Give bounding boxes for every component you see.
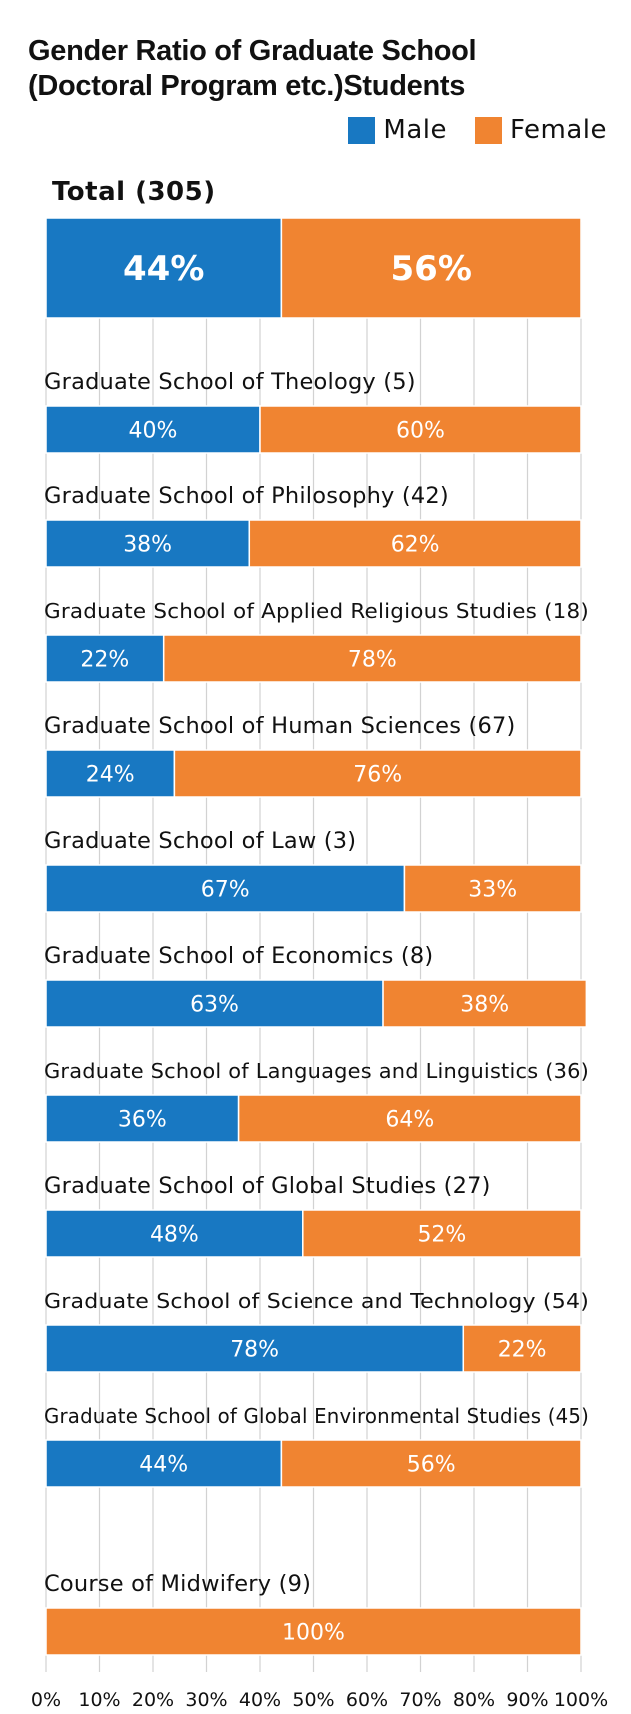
male-bar-segment [45, 634, 165, 683]
female-bar-segment [280, 217, 582, 319]
category-label: Graduate School of Philosophy (42) [44, 483, 449, 509]
data-label: 38% [460, 993, 509, 1018]
category-label: Graduate School of Global Environmental … [44, 1404, 589, 1428]
x-tick-label: 90% [506, 1689, 548, 1711]
data-label: 56% [391, 249, 472, 289]
data-label: 36% [118, 1108, 167, 1133]
female-bar-segment [259, 405, 582, 454]
data-label: 63% [190, 993, 239, 1018]
data-label: 33% [468, 878, 517, 903]
x-tick-label: 60% [346, 1689, 388, 1711]
male-bar-segment [45, 864, 406, 913]
x-tick-label: 70% [399, 1689, 441, 1711]
male-bar-segment [45, 1094, 240, 1143]
data-label: 60% [396, 419, 445, 444]
female-bar-segment [162, 634, 582, 683]
female-bar-segment [382, 979, 588, 1028]
male-bar-segment [45, 519, 251, 568]
data-label: 67% [201, 878, 250, 903]
data-label: 62% [391, 533, 440, 558]
data-label: 38% [123, 533, 172, 558]
chart-title: Gender Ratio of Graduate School (Doctora… [28, 34, 548, 104]
legend-label-male: Male [383, 115, 447, 145]
x-tick-label: 10% [78, 1689, 120, 1711]
data-label: 100% [282, 1621, 345, 1646]
data-label: 22% [80, 648, 129, 673]
female-bar-segment [248, 519, 582, 568]
x-tick-label: 30% [185, 1689, 227, 1711]
category-label: Graduate School of Human Sciences (67) [44, 713, 516, 739]
male-bar-segment [45, 405, 261, 454]
category-label: Graduate School of Languages and Linguis… [44, 1059, 589, 1083]
legend-item-male: Male [348, 115, 447, 145]
x-tick-label: 50% [292, 1689, 334, 1711]
x-tick-label: 80% [453, 1689, 495, 1711]
legend-item-female: Female [474, 115, 607, 145]
data-label: 64% [385, 1108, 434, 1133]
x-tick-label: 0% [31, 1689, 61, 1711]
legend-swatch-male [348, 116, 376, 144]
category-label: Total (305) [52, 177, 216, 207]
data-label: 44% [123, 249, 204, 289]
female-bar-segment [45, 1607, 582, 1656]
category-label: Graduate School of Science and Technolog… [44, 1289, 589, 1313]
category-label: Graduate School of Global Studies (27) [44, 1173, 491, 1199]
male-bar-segment [45, 749, 176, 798]
data-label: 78% [348, 648, 397, 673]
chart-title-line-2: (Doctoral Program etc.)Students [28, 70, 466, 102]
data-label: 52% [417, 1223, 466, 1248]
category-label: Graduate School of Theology (5) [44, 369, 416, 395]
data-label: 48% [150, 1223, 199, 1248]
female-bar-segment [302, 1209, 582, 1258]
female-bar-segment [237, 1094, 582, 1143]
data-label: 40% [129, 419, 178, 444]
female-bar-segment [173, 749, 582, 798]
data-label: 78% [230, 1338, 279, 1363]
x-tick-label: 100% [554, 1689, 608, 1711]
data-label: 44% [139, 1453, 188, 1478]
category-label: Graduate School of Law (3) [44, 828, 356, 854]
male-bar-segment [45, 1324, 465, 1373]
legend-swatch-female [474, 116, 502, 144]
female-bar-segment [403, 864, 582, 913]
data-label: 24% [86, 763, 135, 788]
data-label: 76% [353, 763, 402, 788]
category-label: Course of Midwifery (9) [44, 1571, 311, 1597]
chart-title-line-1: Gender Ratio of Graduate School [28, 35, 477, 67]
data-label: 56% [407, 1453, 456, 1478]
male-bar-segment [45, 1209, 304, 1258]
male-bar-segment [45, 217, 283, 319]
category-label: Graduate School of Economics (8) [44, 943, 433, 969]
x-tick-label: 20% [132, 1689, 174, 1711]
female-bar-segment [280, 1439, 582, 1488]
data-label: 22% [498, 1338, 547, 1363]
male-bar-segment [45, 979, 384, 1028]
chart-legend: Male Female [320, 115, 607, 145]
legend-label-female: Female [509, 115, 607, 145]
x-tick-label: 40% [239, 1689, 281, 1711]
female-bar-segment [462, 1324, 582, 1373]
category-label: Graduate School of Applied Religious Stu… [44, 599, 589, 623]
